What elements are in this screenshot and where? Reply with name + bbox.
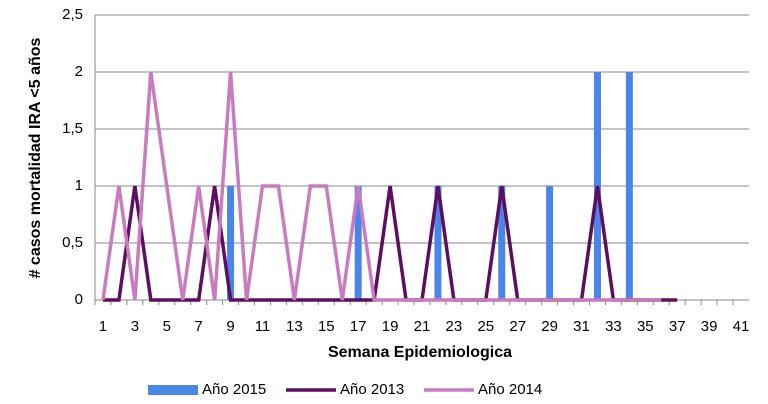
x-tick-label: 5 — [163, 318, 171, 335]
line — [101, 71, 662, 302]
x-tick-label: 3 — [131, 318, 139, 335]
y-tick-label: 0 — [75, 291, 83, 308]
x-tick-label: 11 — [255, 318, 271, 335]
x-tick-label: 27 — [509, 318, 526, 335]
y-tick-label: 0,5 — [62, 234, 83, 251]
y-tick-label: 1,5 — [62, 120, 83, 137]
x-tick-label: 7 — [195, 318, 203, 335]
x-tick-label: 41 — [733, 318, 750, 335]
x-tick-label: 21 — [414, 318, 431, 335]
y-tick-label: 2,5 — [62, 6, 83, 23]
bar — [546, 186, 554, 300]
x-tick-label: 23 — [446, 318, 463, 335]
legend-label: Año 2014 — [478, 381, 542, 398]
x-tick-label: 31 — [573, 318, 590, 335]
bar — [498, 186, 506, 300]
x-axis-title: Semana Epidemiologica — [328, 344, 512, 361]
bar — [227, 186, 235, 300]
x-tick-label: 13 — [286, 318, 303, 335]
bar — [625, 72, 633, 300]
legend-label: Año 2015 — [202, 381, 266, 398]
x-tick-label: 29 — [541, 318, 558, 335]
x-tick-label: 9 — [226, 318, 234, 335]
x-tick-label: 33 — [605, 318, 622, 335]
y-tick-label: 1 — [75, 177, 83, 194]
x-tick-label: 15 — [318, 318, 335, 335]
x-tick-label: 37 — [669, 318, 686, 335]
bar — [354, 186, 362, 300]
x-tick-label: 35 — [637, 318, 654, 335]
x-tick-label: 39 — [701, 318, 718, 335]
x-tick-label: 1 — [99, 318, 107, 335]
legend-label: Año 2013 — [340, 381, 404, 398]
y-axis-title: # casos mortalidad IRA <5 años — [27, 37, 44, 278]
x-tick-label: 25 — [477, 318, 494, 335]
bar — [434, 186, 442, 300]
y-tick-label: 2 — [75, 63, 83, 80]
legend-swatch — [148, 385, 198, 395]
x-tick-label: 19 — [382, 318, 399, 335]
x-tick-label: 17 — [350, 318, 367, 335]
